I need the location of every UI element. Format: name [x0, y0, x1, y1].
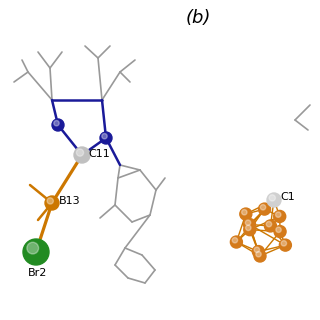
Text: Br2: Br2: [28, 268, 48, 278]
Circle shape: [54, 121, 59, 126]
Circle shape: [245, 225, 251, 231]
Circle shape: [276, 212, 281, 217]
Circle shape: [264, 220, 276, 232]
Circle shape: [74, 147, 90, 163]
Circle shape: [100, 132, 112, 144]
Circle shape: [266, 221, 272, 227]
Circle shape: [47, 198, 53, 204]
Circle shape: [279, 239, 292, 251]
Circle shape: [27, 242, 39, 254]
Circle shape: [244, 224, 256, 236]
Text: C1: C1: [280, 192, 295, 202]
Circle shape: [242, 210, 247, 215]
Circle shape: [274, 211, 286, 222]
Circle shape: [254, 247, 260, 252]
Text: C11: C11: [88, 149, 110, 159]
Circle shape: [102, 133, 107, 139]
Circle shape: [245, 220, 251, 225]
Circle shape: [23, 239, 49, 265]
Circle shape: [76, 149, 84, 156]
Circle shape: [52, 119, 64, 131]
Text: (b): (b): [185, 9, 211, 27]
Text: B13: B13: [59, 196, 81, 206]
Circle shape: [240, 208, 252, 220]
Circle shape: [252, 245, 264, 258]
Circle shape: [259, 203, 270, 215]
Circle shape: [260, 204, 266, 210]
Circle shape: [232, 237, 237, 243]
Circle shape: [45, 196, 59, 210]
Circle shape: [274, 226, 286, 237]
Circle shape: [276, 227, 281, 233]
Circle shape: [267, 193, 281, 207]
Circle shape: [230, 236, 242, 248]
Circle shape: [281, 241, 287, 246]
Circle shape: [269, 195, 276, 201]
Circle shape: [256, 252, 261, 257]
Circle shape: [254, 250, 266, 262]
Circle shape: [244, 219, 255, 230]
